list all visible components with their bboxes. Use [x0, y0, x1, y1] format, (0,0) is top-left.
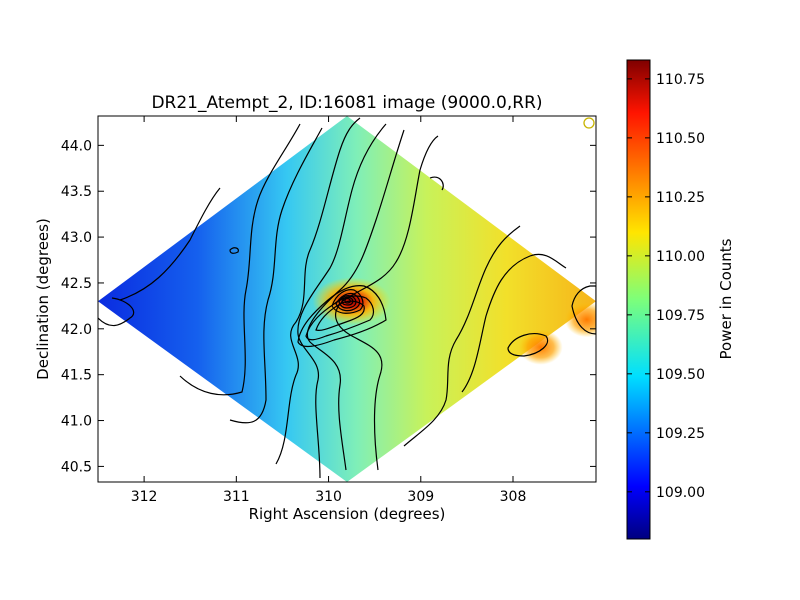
x-tick-label: 309	[407, 489, 434, 505]
x-axis-label: Right Ascension (degrees)	[249, 505, 446, 523]
colorbar-tick-label: 109.50	[656, 367, 705, 383]
colorbar-tick-label: 110.00	[656, 249, 705, 265]
x-tick-label: 308	[500, 489, 527, 505]
x-tick-label: 310	[315, 489, 342, 505]
source-blob	[518, 329, 563, 365]
y-axis: 40.5 41.0 41.5 42.0 42.5 43.0 43.5 44.0	[61, 138, 596, 475]
contour-line	[403, 225, 521, 447]
colorbar-tick-label: 109.25	[656, 426, 705, 442]
colorbar-tick-label: 110.25	[656, 190, 705, 206]
contour-line	[229, 247, 239, 254]
map-layer	[98, 116, 596, 482]
x-tick-label: 311	[223, 489, 250, 505]
y-tick-label: 40.5	[61, 459, 92, 475]
contour-line	[275, 117, 361, 465]
colorbar-tick-label: 109.75	[656, 308, 705, 324]
colorbar	[626, 59, 651, 540]
contour-line	[229, 127, 323, 424]
contour-line	[179, 123, 301, 396]
contour-line	[571, 285, 596, 335]
colorbar-tick-label: 110.50	[656, 131, 705, 147]
colorbar-tick-label: 109.00	[656, 485, 705, 501]
colorbar-ticks: 109.00 109.25 109.50 109.75 110.00 110.25 110.…	[627, 72, 705, 501]
y-tick-label: 43.5	[61, 184, 92, 200]
y-tick-label: 42.5	[61, 276, 92, 292]
contour-line	[341, 296, 354, 306]
y-tick-label: 43.0	[61, 230, 92, 246]
beam-marker	[583, 117, 595, 129]
contour-line	[335, 135, 439, 471]
contour-line	[119, 187, 221, 301]
chart-title: DR21_Atempt_2, ID:16081 image (9000.0,RR…	[151, 93, 542, 113]
contour-line	[331, 289, 364, 314]
contour-line	[297, 285, 387, 348]
contour-line	[305, 295, 375, 341]
contour-line	[306, 129, 405, 471]
y-tick-label: 44.0	[61, 138, 92, 154]
contour-line	[429, 176, 444, 191]
y-tick-label: 41.5	[61, 368, 92, 384]
y-tick-label: 42.0	[61, 322, 92, 338]
contour-line	[98, 297, 135, 327]
colorbar-tick-label: 110.75	[656, 72, 705, 88]
y-tick-label: 41.0	[61, 414, 92, 430]
y-axis-label: Declination (degrees)	[34, 218, 52, 380]
colorbar-label: Power in Counts	[717, 238, 735, 359]
contour-line	[507, 333, 549, 357]
contour-line	[338, 295, 357, 309]
contour-line	[315, 300, 365, 331]
x-tick-label: 312	[131, 489, 158, 505]
contour-line	[344, 297, 351, 304]
contour-line	[335, 292, 361, 312]
contour-lines	[98, 117, 596, 479]
contour-line	[297, 123, 387, 479]
axes-frame	[97, 115, 597, 483]
x-axis: 312 311 310 309 308	[131, 116, 527, 505]
contour-line	[461, 253, 567, 393]
